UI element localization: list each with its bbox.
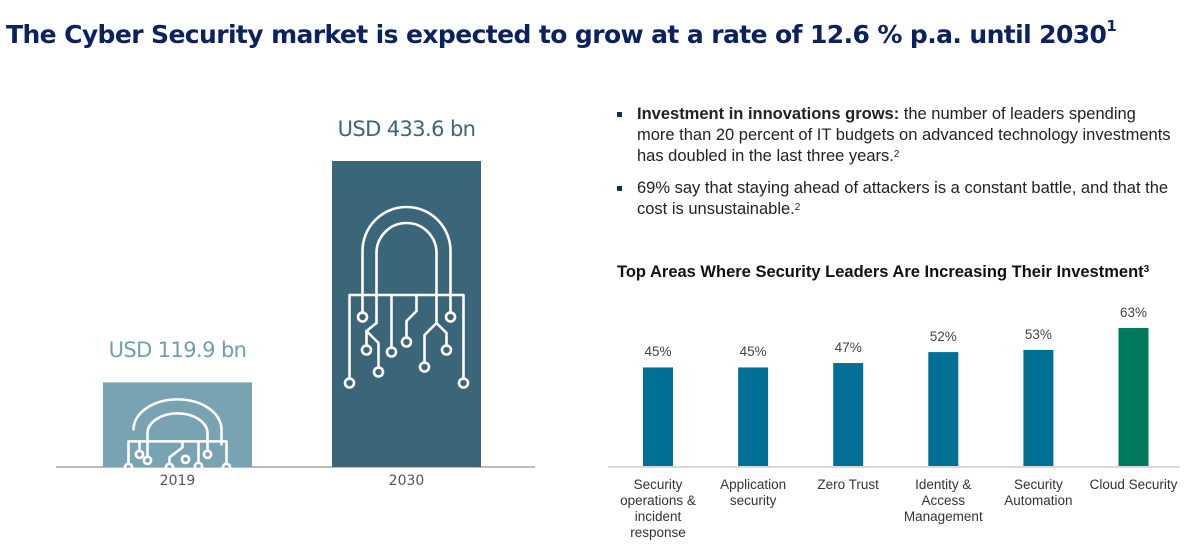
x-tick-label: Cloud Security [1089, 477, 1178, 492]
data-label-2030: USD 433.6 bn [337, 117, 476, 141]
bullet-square-icon [617, 112, 622, 117]
x-tick-label: Application security [720, 477, 787, 508]
x-tick-label: Security Automation [1004, 477, 1073, 508]
investment-chart-footnote: 3 [1143, 264, 1150, 275]
title-footnote: 1 [1106, 17, 1117, 35]
market-size-chart-svg [56, 161, 535, 473]
bullet-footnote: 2 [893, 149, 900, 160]
data-label: 45% [644, 344, 672, 360]
data-label: 47% [834, 340, 862, 356]
title-text: The Cyber Security market is expected to… [6, 20, 1107, 49]
page-title: The Cyber Security market is expected to… [6, 17, 1117, 49]
bullet-item: 69% say that staying ahead of attackers … [617, 178, 1177, 220]
bullet-square-icon [617, 186, 622, 191]
investment-areas-chart: 45% Security operations & incident respon… [600, 290, 1194, 552]
data-label: 63% [1119, 305, 1148, 320]
data-label: 52% [929, 329, 957, 345]
data-label-2019: USD 119.9 bn [108, 338, 247, 363]
bar-3 [833, 363, 864, 466]
x-tick-label: 2019 [159, 473, 196, 489]
bar-6 [1118, 328, 1149, 466]
data-label: 53% [1024, 326, 1052, 342]
bullet-heading: Investment in innovations grows: [637, 105, 900, 123]
bar-2 [738, 367, 769, 466]
bullet-text: 69% say that staying ahead of attackers … [637, 179, 1169, 218]
x-tick-label: Zero Trust [817, 477, 879, 492]
circuit-lock-icon [123, 398, 232, 473]
key-facts-list: Investment in innovations grows: the num… [617, 104, 1177, 231]
bullet-text: the number of leaders spending more than… [637, 105, 1171, 165]
investment-areas-chart-svg [608, 328, 1180, 468]
bullet-footnote: 2 [794, 202, 801, 213]
x-tick-label: 2030 [388, 473, 425, 489]
bar-1 [643, 367, 673, 466]
investment-chart-title: Top Areas Where Security Leaders Are Inc… [617, 262, 1177, 282]
x-tick-label: Security operations & incident response [620, 477, 696, 540]
bar-2019 [103, 382, 252, 467]
bar-5 [1023, 349, 1054, 466]
bar-4 [928, 352, 959, 466]
x-tick-label: Identity & Access Management [903, 477, 983, 524]
bar-2030 [332, 161, 481, 467]
market-size-chart: USD 119.9 bn 2019 USD 433.6 bn 2030 [0, 90, 560, 510]
investment-chart-title-text: Top Areas Where Security Leaders Are Inc… [617, 263, 1144, 281]
circuit-lock-icon [343, 205, 470, 389]
bullet-item: Investment in innovations grows: the num… [617, 104, 1177, 167]
data-label: 45% [739, 344, 767, 360]
